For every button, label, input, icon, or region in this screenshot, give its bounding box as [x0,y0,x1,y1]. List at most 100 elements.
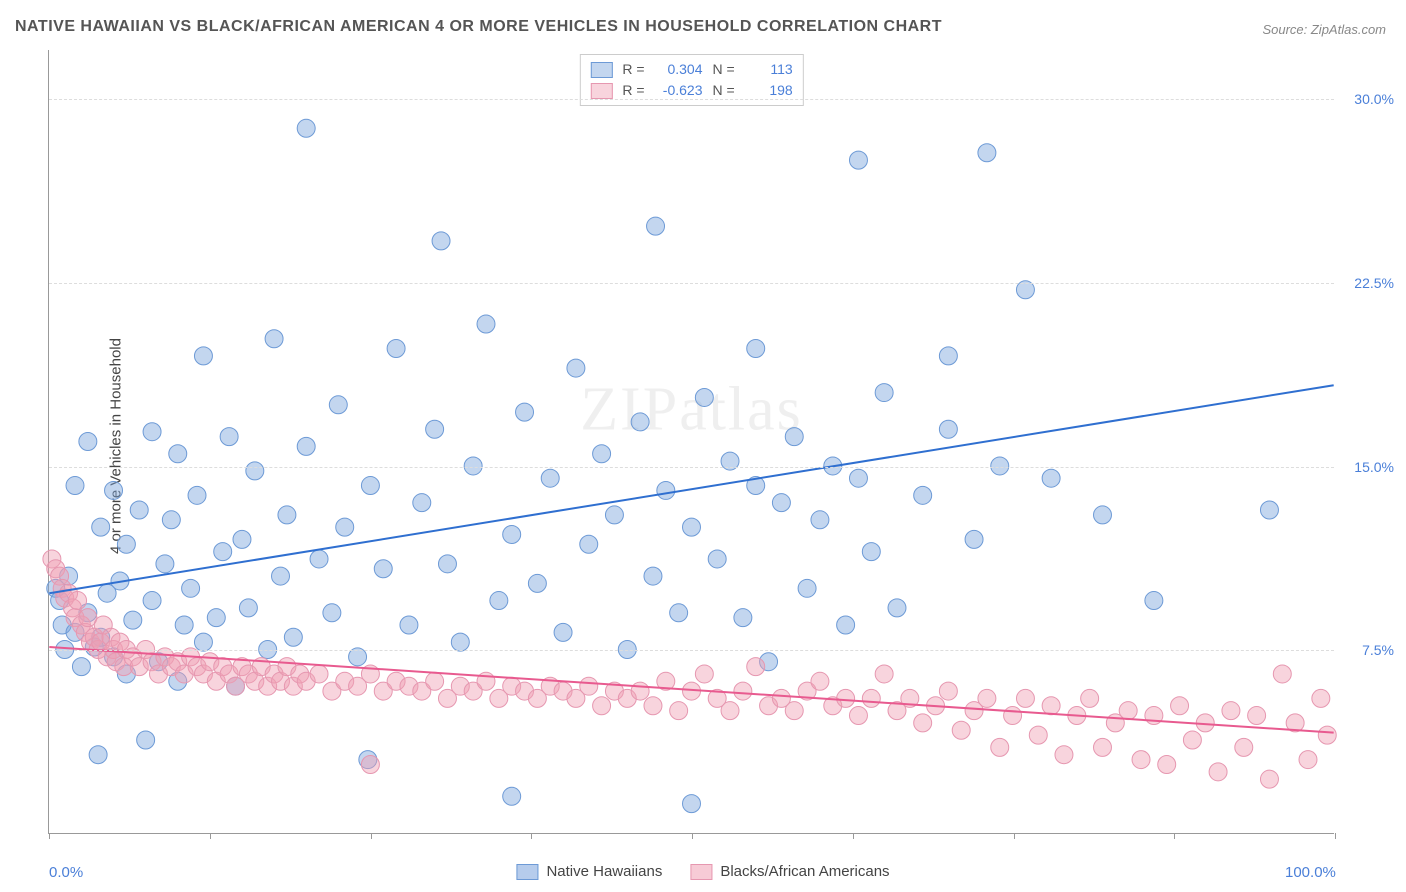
scatter-point [734,609,752,627]
stat-label-n: N = [713,59,735,80]
scatter-point [1299,751,1317,769]
scatter-point [265,330,283,348]
scatter-point [1158,755,1176,773]
scatter-point [670,702,688,720]
scatter-point [137,731,155,749]
regression-line [49,385,1333,593]
scatter-point [124,611,142,629]
stat-value-n: 198 [741,80,793,101]
scatter-point [361,477,379,495]
scatter-point [516,403,534,421]
scatter-point [1312,689,1330,707]
legend-swatch [516,864,538,880]
scatter-point [374,560,392,578]
scatter-point [875,665,893,683]
scatter-point [79,433,97,451]
x-tick [371,833,372,839]
scatter-point [798,579,816,597]
scatter-point [978,144,996,162]
scatter-point [747,340,765,358]
scatter-point [214,543,232,561]
scatter-point [939,420,957,438]
scatter-point [117,535,135,553]
scatter-point [849,469,867,487]
scatter-point [323,604,341,622]
scatter-point [991,738,1009,756]
scatter-point [695,665,713,683]
x-tick [853,833,854,839]
scatter-point [785,428,803,446]
chart-title: NATIVE HAWAIIAN VS BLACK/AFRICAN AMERICA… [15,18,942,36]
scatter-point [644,567,662,585]
y-tick-label: 30.0% [1354,91,1394,107]
scatter-point [580,535,598,553]
scatter-point [451,633,469,651]
scatter-point [554,623,572,641]
stat-label-r: R = [622,59,644,80]
scatter-point [1132,751,1150,769]
scatter-point [670,604,688,622]
scatter-point [811,672,829,690]
scatter-point [647,217,665,235]
scatter-point [310,550,328,568]
scatter-point [528,574,546,592]
y-tick-label: 22.5% [1354,275,1394,291]
x-tick [692,833,693,839]
plot-area: ZIPatlas R =0.304 N =113R =-0.623 N =198… [48,50,1334,834]
scatter-point [875,384,893,402]
scatter-point [1183,731,1201,749]
scatter-point [361,755,379,773]
scatter-point [156,555,174,573]
scatter-point [683,795,701,813]
legend-swatch [590,62,612,78]
scatter-point [914,714,932,732]
scatter-point [1318,726,1336,744]
scatter-point [657,481,675,499]
scatter-point [837,689,855,707]
scatter-point [721,702,739,720]
scatter-point [169,445,187,463]
legend-swatch [590,83,612,99]
scatter-point [541,469,559,487]
scatter-point [914,486,932,504]
scatter-point [400,616,418,634]
stat-value-n: 113 [741,59,793,80]
scatter-point [1248,707,1266,725]
scatter-point [69,592,87,610]
x-tick-label: 0.0% [49,864,83,881]
scatter-point [336,518,354,536]
scatter-point [695,388,713,406]
stat-value-r: -0.623 [651,80,703,101]
scatter-point [567,359,585,377]
y-tick-label: 7.5% [1362,642,1394,658]
legend-label: Blacks/African Americans [720,863,889,880]
x-tick [1335,833,1336,839]
scatter-point [284,628,302,646]
scatter-point [1042,469,1060,487]
scatter-point [1094,506,1112,524]
scatter-point [503,787,521,805]
scatter-point [1260,501,1278,519]
legend-item: Blacks/African Americans [690,863,889,880]
scatter-point [631,682,649,700]
scatter-point [965,530,983,548]
scatter-point [747,658,765,676]
scatter-point [888,599,906,617]
x-tick [210,833,211,839]
scatter-point [89,746,107,764]
scatter-point [175,616,193,634]
scatter-point [862,689,880,707]
gridline [49,650,1334,651]
scatter-point [862,543,880,561]
scatter-point [297,119,315,137]
scatter-point [438,555,456,573]
scatter-point [413,494,431,512]
scatter-point [143,423,161,441]
scatter-point [105,481,123,499]
x-tick [49,833,50,839]
scatter-point [426,672,444,690]
y-tick-label: 15.0% [1354,459,1394,475]
x-tick [1174,833,1175,839]
scatter-point [477,315,495,333]
scatter-point [387,340,405,358]
